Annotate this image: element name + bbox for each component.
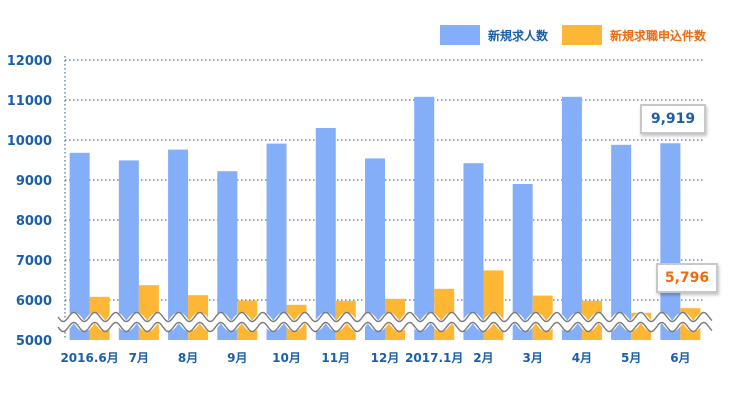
callout-orange-value: 5,796 — [656, 263, 718, 293]
legend-label-orange: 新規求職申込件数 — [610, 28, 707, 43]
callout-blue-value: 9,919 — [640, 104, 706, 134]
y-tick-label-7000: 7000 — [16, 254, 52, 269]
bar-blue — [512, 184, 533, 340]
bar-blue — [315, 128, 336, 340]
y-tick-label-9000: 9000 — [16, 174, 52, 189]
x-tick-label: 3月 — [523, 351, 543, 365]
x-tick-label: 11月 — [321, 351, 350, 365]
x-tick-label: 12月 — [371, 351, 400, 365]
y-tick-label-11000: 11000 — [7, 94, 52, 109]
axis-break — [54, 311, 716, 333]
bar-blue — [414, 96, 435, 340]
y-tick-label-5000: 5000 — [16, 334, 52, 349]
x-tick-label: 10月 — [272, 351, 301, 365]
axis-break-band — [54, 312, 716, 332]
bar-blue — [168, 149, 189, 340]
bar-blue — [266, 143, 287, 340]
legend-swatch-orange — [562, 25, 602, 45]
bar-blue — [118, 160, 139, 340]
x-tick-label: 4月 — [572, 351, 592, 365]
axis-break-line-top — [57, 311, 713, 323]
x-tick-label: 8月 — [178, 351, 198, 365]
x-tick-label: 7月 — [129, 351, 149, 365]
bars — [69, 96, 701, 340]
x-tick-label: 2017.1月 — [405, 351, 463, 365]
legend-blue: 新規求人数 — [440, 25, 548, 45]
legend-swatch-blue — [440, 25, 480, 45]
bar-blue — [611, 144, 632, 340]
bar-blue — [660, 143, 681, 340]
y-axis-ticks: 5000 6000 7000 8000 9000 10000 11000 12000 — [7, 54, 52, 349]
legend-orange: 新規求職申込件数 — [562, 25, 706, 45]
bar-blue — [463, 163, 484, 340]
x-tick-label: 6月 — [670, 351, 690, 365]
bar-blue — [365, 158, 385, 340]
y-tick-label-10000: 10000 — [7, 134, 52, 149]
axis-break-line-bottom — [57, 321, 713, 333]
y-tick-label-8000: 8000 — [16, 214, 52, 229]
legend-label-blue: 新規求人数 — [488, 28, 549, 43]
x-tick-label: 2016.6月 — [60, 351, 118, 365]
bar-blue — [561, 96, 582, 340]
bar-blue — [69, 152, 90, 340]
x-tick-label: 9月 — [227, 351, 247, 365]
bar-blue — [217, 171, 238, 340]
y-tick-label-6000: 6000 — [16, 294, 52, 309]
x-tick-label: 5月 — [621, 351, 641, 365]
y-tick-label-12000: 12000 — [7, 54, 52, 69]
x-axis-ticks: 2016.6月 7月 8月 9月 10月 11月 12月 2017.1月 2月 3月 4月 5月 6月 — [60, 351, 690, 365]
x-tick-label: 2月 — [473, 351, 493, 365]
